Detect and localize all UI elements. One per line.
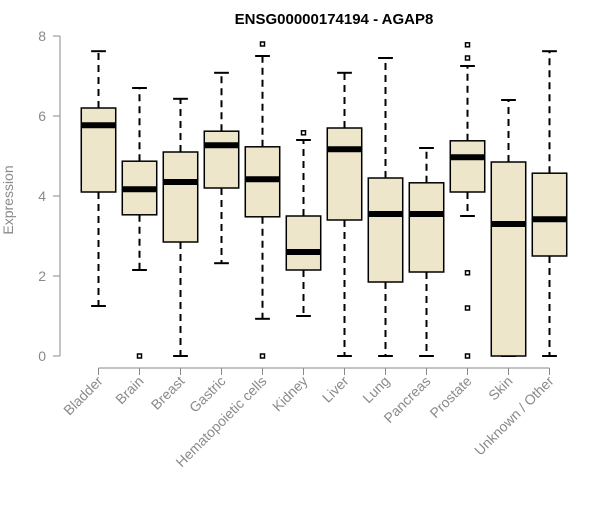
outlier-point xyxy=(259,41,266,47)
x-tick-label: Liver xyxy=(319,373,352,406)
box-gastric xyxy=(203,71,240,265)
outlier-point xyxy=(464,353,471,359)
box-iqr xyxy=(162,151,199,243)
box-iqr xyxy=(326,127,363,221)
box-iqr xyxy=(80,107,117,193)
outlier-point xyxy=(300,130,307,136)
outlier-point xyxy=(259,353,266,359)
box-prostate xyxy=(449,42,486,359)
box-iqr xyxy=(490,161,527,357)
box-hematopoietic-cells xyxy=(244,41,281,359)
box-unknown-other xyxy=(531,50,568,357)
y-tick-label: 8 xyxy=(38,28,46,44)
outlier-point xyxy=(464,55,471,61)
outlier-point xyxy=(136,353,143,359)
x-tick-label: Prostate xyxy=(426,373,474,421)
box-lung xyxy=(367,57,404,357)
y-tick-label: 4 xyxy=(38,188,46,204)
x-tick-label: Kidney xyxy=(269,373,311,415)
box-iqr xyxy=(531,172,568,257)
y-axis: 0 2 4 6 8 xyxy=(38,28,61,364)
outlier-point xyxy=(464,42,471,48)
box-brain xyxy=(121,87,158,359)
y-axis-label: Expression xyxy=(0,165,16,234)
box-breast xyxy=(162,97,199,357)
x-tick-label: Bladder xyxy=(60,373,106,419)
y-tick-label: 2 xyxy=(38,268,46,284)
box-kidney xyxy=(285,130,322,317)
box-iqr xyxy=(285,215,322,271)
boxes-group xyxy=(80,41,568,359)
box-pancreas xyxy=(408,147,445,357)
y-tick-label: 0 xyxy=(38,348,46,364)
x-tick-label: Skin xyxy=(485,373,516,404)
box-liver xyxy=(326,71,363,357)
y-tick-label: 6 xyxy=(38,108,46,124)
x-tick-label: Lung xyxy=(359,373,392,406)
box-iqr xyxy=(367,177,404,283)
x-tick-label: Brain xyxy=(112,373,146,407)
x-tick-label: Breast xyxy=(148,373,188,413)
chart-title: ENSG00000174194 - AGAP8 xyxy=(235,11,434,28)
box-iqr xyxy=(203,130,240,189)
outlier-point xyxy=(464,270,471,276)
box-skin xyxy=(490,99,527,357)
box-iqr xyxy=(449,140,486,193)
box-iqr xyxy=(408,182,445,273)
outlier-point xyxy=(464,305,471,311)
box-bladder xyxy=(80,50,117,307)
